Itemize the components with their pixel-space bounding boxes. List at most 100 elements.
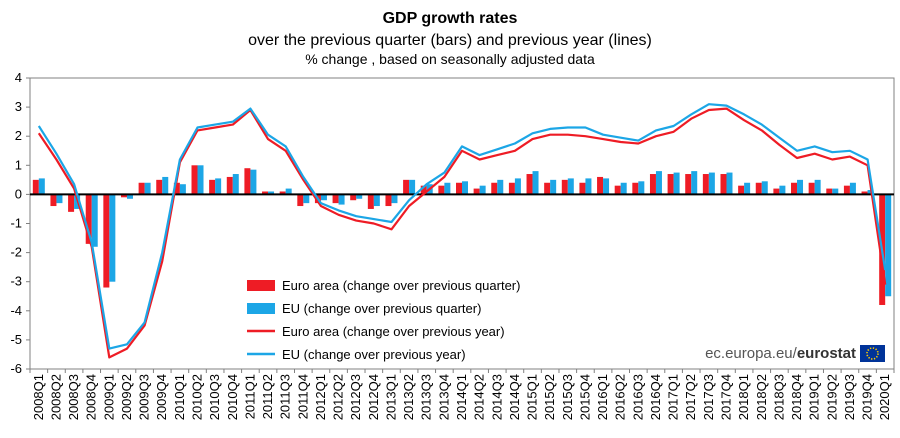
- bar-euro-area-2009q4: [156, 179, 163, 195]
- x-tick-label: 2012Q4: [366, 374, 381, 420]
- bar-euro-area-2009q2: [120, 194, 127, 198]
- bar-euro-area-2012q3: [350, 194, 357, 201]
- x-tick-label: 2013Q2: [401, 374, 416, 420]
- bar-euro-area-2016q2: [614, 185, 621, 195]
- bar-eu-2015q4: [585, 178, 592, 195]
- bar-euro-area-2011q1: [244, 168, 251, 195]
- x-tick-label: 2014Q4: [507, 374, 522, 420]
- x-tick-label: 2015Q2: [542, 374, 557, 420]
- bar-eu-2012q4: [373, 194, 380, 207]
- x-tick-label: 2012Q3: [348, 374, 363, 420]
- bar-eu-2017q4: [726, 172, 733, 195]
- bar-euro-area-2017q3: [702, 174, 709, 195]
- x-tick-label: 2014Q2: [472, 374, 487, 420]
- x-tick-label: 2019Q1: [807, 374, 822, 420]
- x-tick-label: 2011Q3: [278, 374, 293, 419]
- bar-euro-area-2014q2: [473, 188, 480, 195]
- y-tick-label: -6: [10, 361, 22, 376]
- bar-eu-2009q3: [144, 182, 151, 195]
- bar-euro-area-2008q3: [68, 194, 75, 212]
- bar-euro-area-2009q3: [138, 182, 145, 195]
- y-tick-label: -4: [10, 303, 22, 318]
- bar-eu-2008q4: [91, 194, 98, 247]
- bar-euro-area-2008q4: [85, 194, 92, 244]
- x-tick-label: 2008Q1: [31, 374, 46, 420]
- bar-eu-2015q2: [550, 179, 557, 195]
- eu-flag-icon: [860, 345, 885, 362]
- bar-eu-2016q2: [620, 182, 627, 195]
- bar-eu-2018q4: [797, 179, 804, 195]
- bar-euro-area-2013q4: [438, 185, 445, 195]
- bar-eu-2016q1: [603, 178, 610, 195]
- bar-euro-area-2015q1: [526, 174, 533, 195]
- legend-label: EU (change over previous quarter): [282, 301, 481, 316]
- bar-eu-2020q1: [885, 194, 892, 297]
- bar-euro-area-2019q2: [826, 188, 833, 195]
- y-tick-label: -2: [10, 245, 22, 260]
- bar-euro-area-2013q1: [385, 194, 392, 207]
- bar-eu-2012q3: [356, 194, 363, 199]
- bar-eu-2016q4: [655, 171, 662, 195]
- source-label: ec.europa.eu/eurostat: [705, 345, 856, 362]
- x-tick-label: 2008Q4: [84, 374, 99, 420]
- bar-euro-area-2014q1: [456, 182, 462, 195]
- bar-euro-area-2018q2: [755, 182, 762, 195]
- bar-euro-area-2019q4: [861, 191, 868, 195]
- bar-euro-area-2015q4: [579, 182, 586, 195]
- bar-euro-area-2014q4: [508, 182, 515, 195]
- x-tick-label: 2015Q1: [525, 374, 540, 420]
- line-series-group: [37, 103, 887, 359]
- x-tick-label: 2018Q3: [771, 374, 786, 420]
- legend: Euro area (change over previous quarter)…: [247, 278, 520, 362]
- x-tick-label: 2017Q4: [718, 374, 733, 420]
- bar-eu-2019q2: [832, 188, 839, 195]
- bar-eu-2008q2: [56, 194, 63, 204]
- x-tick-label: 2012Q1: [313, 374, 328, 420]
- x-tick-label: 2017Q3: [701, 374, 716, 420]
- bar-euro-area-2017q4: [720, 174, 727, 195]
- x-tick-label: 2010Q3: [207, 374, 222, 420]
- y-tick-label: 3: [15, 99, 22, 114]
- y-tick-label: 1: [15, 157, 22, 172]
- x-tick-label: 2008Q2: [48, 374, 63, 420]
- x-tick-label: 2010Q1: [172, 374, 187, 420]
- bar-euro-area-2010q3: [209, 179, 216, 195]
- bar-euro-area-2013q2: [403, 179, 410, 195]
- bar-eu-2011q1: [250, 169, 257, 195]
- bar-eu-2009q2: [126, 194, 133, 199]
- bar-euro-area-2018q1: [738, 185, 745, 195]
- x-tick-label: 2009Q4: [154, 374, 169, 420]
- x-tick-label: 2013Q1: [383, 374, 398, 420]
- bar-eu-2019q1: [814, 179, 821, 195]
- bar-eu-2011q4: [303, 194, 310, 204]
- x-tick-label: 2014Q1: [454, 374, 469, 420]
- bar-eu-2010q1: [179, 184, 186, 195]
- x-tick-label: 2016Q3: [630, 374, 645, 420]
- source-brand: eurostat: [797, 345, 856, 362]
- bar-euro-area-2015q2: [544, 182, 551, 195]
- bar-eu-2016q3: [638, 181, 645, 195]
- legend-label: Euro area (change over previous year): [282, 324, 505, 339]
- bar-eu-2018q3: [779, 185, 786, 195]
- x-tick-label: 2013Q3: [419, 374, 434, 420]
- x-tick-label: 2011Q2: [260, 374, 275, 419]
- legend-label: EU (change over previous year): [282, 347, 466, 362]
- x-tick-label: 2016Q2: [613, 374, 628, 420]
- bar-eu-2008q1: [38, 178, 45, 195]
- x-tick-label: 2018Q1: [736, 374, 751, 420]
- x-tick-label: 2016Q4: [648, 374, 663, 420]
- x-tick-label: 2010Q2: [190, 374, 205, 420]
- bar-euro-area-2010q4: [226, 176, 233, 195]
- x-tick-label: 2009Q2: [119, 374, 134, 420]
- chart-subtitle-2: % change , based on seasonally adjusted …: [305, 51, 595, 67]
- y-axis: 4 3 2 1 0 -1 -2 -3 -4 -5 -6: [10, 70, 30, 376]
- line-eu-yoy: [37, 103, 887, 350]
- bar-euro-area-2011q2: [262, 191, 269, 195]
- bar-euro-area-2018q3: [773, 188, 780, 195]
- bar-euro-area-2018q4: [791, 182, 798, 195]
- x-tick-label: 2019Q3: [842, 374, 857, 420]
- x-tick-label: 2020Q1: [877, 374, 892, 420]
- bar-eu-2018q1: [744, 182, 751, 195]
- bar-eu-2013q4: [444, 182, 451, 195]
- bar-euro-area-2013q3: [420, 185, 427, 195]
